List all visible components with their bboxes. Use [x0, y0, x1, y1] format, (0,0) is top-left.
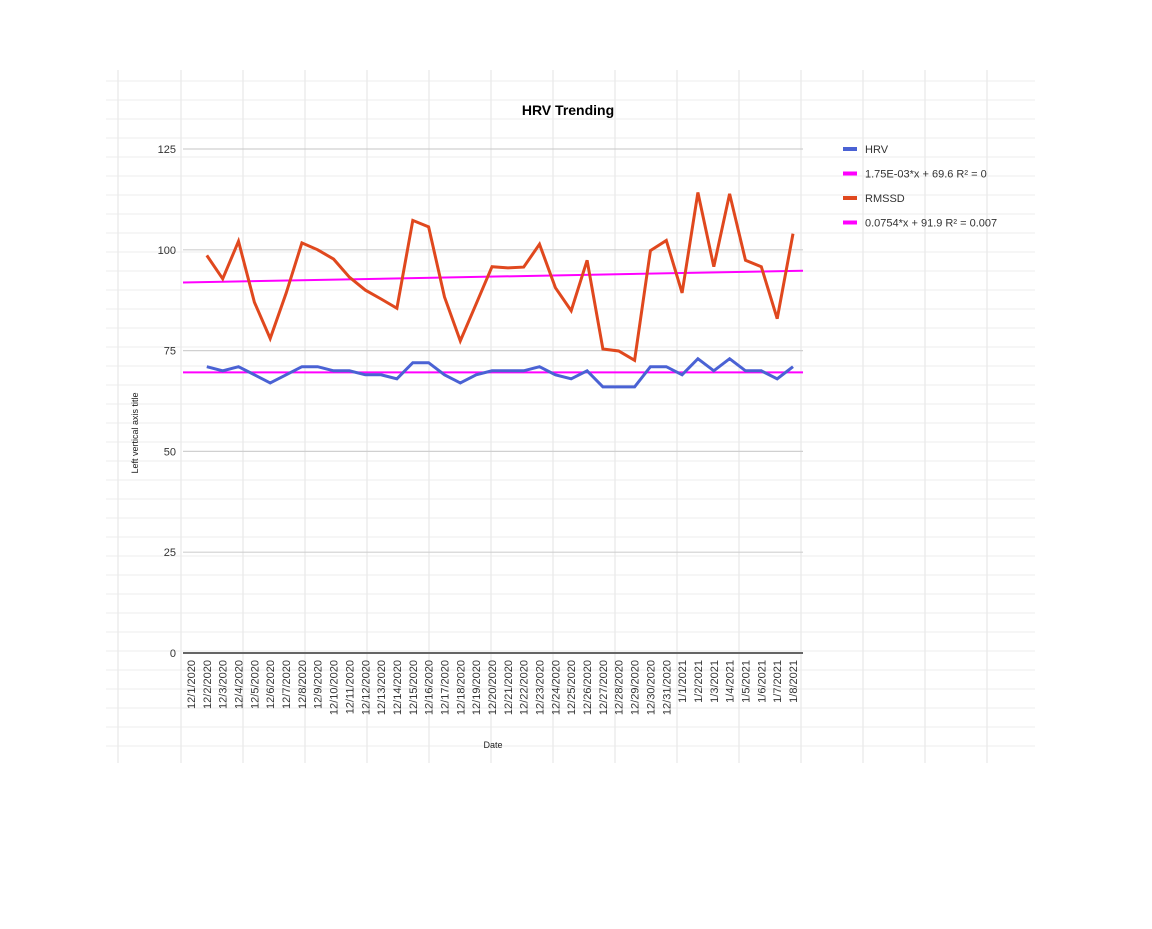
- legend: HRV 1.75E-03*x + 69.6 R² = 0 RMSSD 0.0754*x…: [843, 144, 997, 230]
- x-tick-label: 12/3/2020: [218, 660, 230, 709]
- trendlines: [182, 269, 804, 374]
- chart-title: HRV Trending: [522, 102, 614, 118]
- y-tick-label: 50: [164, 446, 176, 458]
- x-tick-label: 12/5/2020: [249, 660, 261, 709]
- x-tick-label: 12/9/2020: [313, 660, 325, 709]
- x-tick-label: 12/15/2020: [408, 660, 420, 715]
- x-tick-label: 12/8/2020: [297, 660, 309, 709]
- x-tick-label: 12/23/2020: [535, 660, 547, 715]
- x-tick-label: 12/25/2020: [566, 660, 578, 715]
- x-tick-label: 12/12/2020: [360, 660, 372, 715]
- x-tick-label: 12/26/2020: [582, 660, 594, 715]
- legend-swatch: [843, 220, 857, 225]
- x-tick-label: 12/11/2020: [344, 660, 356, 714]
- legend-swatch: [843, 147, 857, 151]
- series-line-hrv[interactable]: [206, 356, 794, 389]
- legend-swatch: [843, 171, 857, 176]
- legend-label: 1.75E-03*x + 69.6 R² = 0: [865, 169, 987, 181]
- x-tick-label: 12/16/2020: [424, 660, 436, 715]
- x-tick-label: 1/2/2021: [693, 660, 705, 703]
- y-tick-label: 100: [158, 245, 176, 257]
- legend-label: RMSSD: [865, 193, 905, 205]
- y-axis-title: Left vertical axis title: [130, 392, 140, 473]
- legend-label: 0.0754*x + 91.9 R² = 0.007: [865, 218, 997, 230]
- x-tick-label: 12/13/2020: [376, 660, 388, 715]
- x-tick-label: 12/22/2020: [519, 660, 531, 715]
- x-tick-label: 1/3/2021: [709, 660, 721, 703]
- y-axis-tick-labels: 0 25 50 75 100 125: [158, 144, 176, 660]
- x-tick-label: 1/4/2021: [725, 660, 737, 703]
- x-tick-label: 12/20/2020: [487, 660, 499, 715]
- y-tick-label: 125: [158, 144, 176, 156]
- x-tick-label: 12/21/2020: [503, 660, 515, 715]
- x-tick-label: 12/18/2020: [455, 660, 467, 715]
- x-axis-title: Date: [483, 740, 502, 750]
- horizontal-gridlines: [183, 148, 803, 654]
- y-tick-label: 0: [170, 648, 176, 660]
- series-line-rmssd[interactable]: [205, 192, 795, 363]
- spreadsheet-grid: [106, 70, 1035, 763]
- x-tick-label: 12/30/2020: [645, 660, 657, 715]
- x-tick-label: 1/6/2021: [756, 660, 768, 703]
- x-tick-label: 12/29/2020: [630, 660, 642, 715]
- x-tick-label: 12/1/2020: [186, 660, 198, 709]
- x-tick-label: 12/7/2020: [281, 660, 293, 709]
- series-lines: [205, 192, 795, 389]
- x-tick-label: 12/28/2020: [614, 660, 626, 715]
- x-tick-label: 12/27/2020: [598, 660, 610, 715]
- x-tick-label: 12/31/2020: [661, 660, 673, 715]
- x-axis-tick-labels: 12/1/2020 12/2/2020 12/3/2020 12/4/2020 12/5…: [186, 660, 800, 715]
- y-tick-label: 25: [164, 547, 176, 559]
- x-tick-label: 12/19/2020: [471, 660, 483, 715]
- legend-swatch: [843, 196, 857, 200]
- x-tick-label: 12/17/2020: [439, 660, 451, 715]
- x-tick-label: 1/1/2021: [677, 660, 689, 703]
- x-tick-label: 12/2/2020: [202, 660, 214, 709]
- x-tick-label: 1/7/2021: [772, 660, 784, 703]
- x-tick-label: 12/14/2020: [392, 660, 404, 715]
- x-tick-label: 12/24/2020: [550, 660, 562, 715]
- trendline: [182, 269, 804, 284]
- y-tick-label: 75: [164, 346, 176, 358]
- x-tick-label: 12/4/2020: [234, 660, 246, 709]
- x-tick-label: 12/10/2020: [329, 660, 341, 715]
- x-tick-label: 1/8/2021: [788, 660, 800, 703]
- x-tick-label: 12/6/2020: [265, 660, 277, 709]
- x-tick-label: 1/5/2021: [740, 660, 752, 703]
- legend-label: HRV: [865, 144, 889, 156]
